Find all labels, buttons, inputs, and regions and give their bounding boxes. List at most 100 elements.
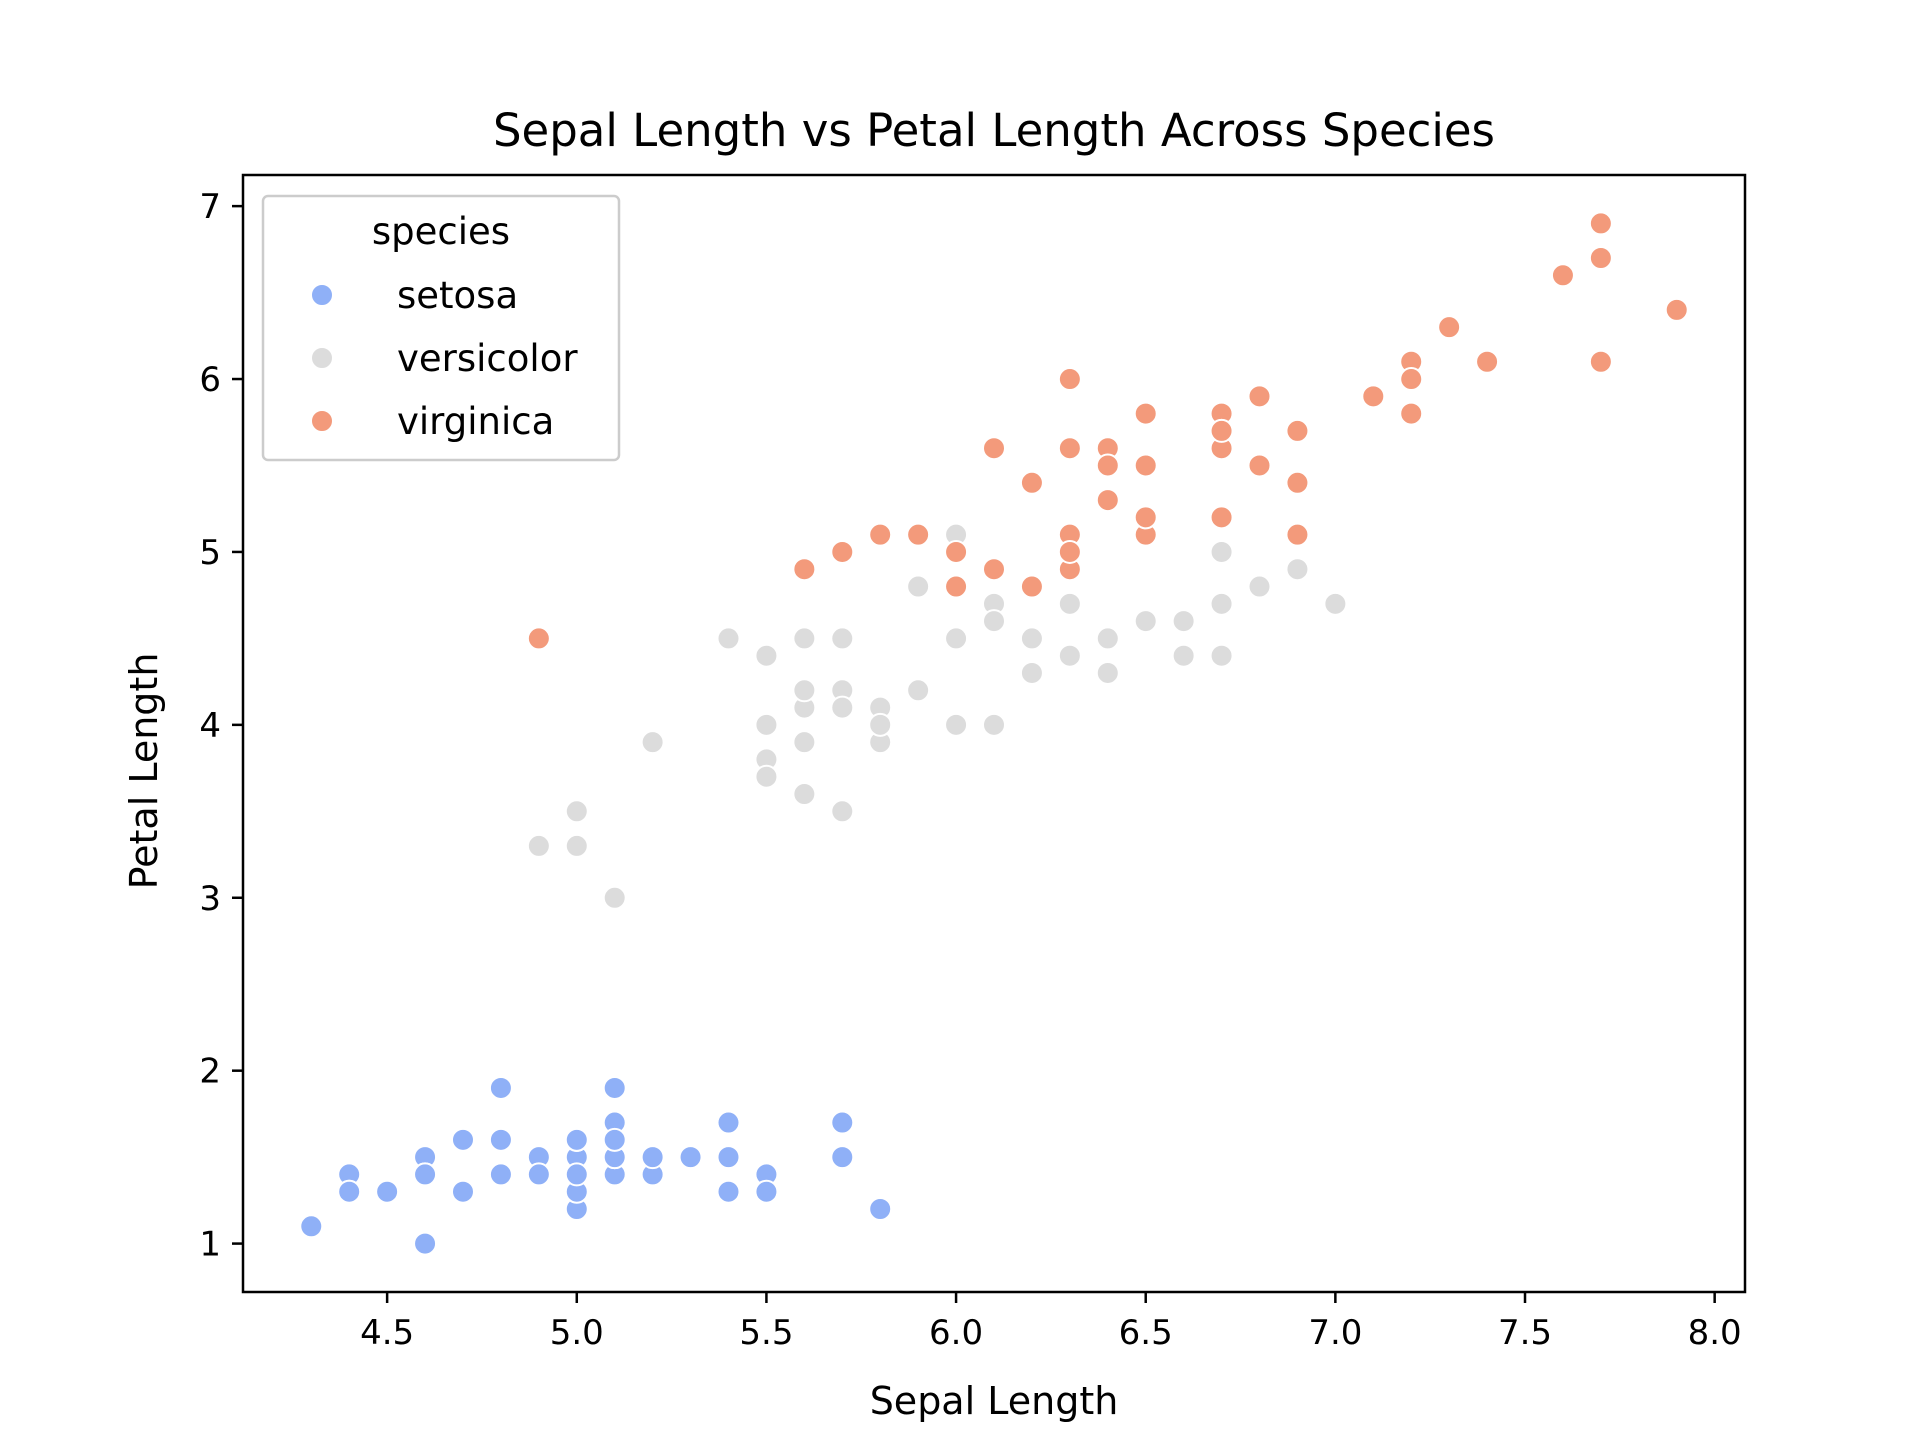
data-point-versicolor — [1209, 539, 1234, 564]
data-point-versicolor — [944, 626, 969, 651]
data-point-versicolor — [1209, 643, 1234, 668]
data-point-versicolor — [754, 764, 779, 789]
data-point-versicolor — [830, 626, 855, 651]
data-point-versicolor — [1057, 591, 1082, 616]
data-point-virginica — [1588, 349, 1613, 374]
data-point-setosa — [488, 1127, 513, 1152]
data-point-virginica — [982, 557, 1006, 582]
legend: species setosa versicolor virginica — [261, 194, 621, 462]
data-point-setosa — [488, 1162, 513, 1187]
y-tick-label: 7 — [199, 187, 221, 227]
data-point-virginica — [1133, 505, 1158, 530]
data-point-versicolor — [716, 626, 741, 651]
data-point-versicolor — [754, 643, 779, 668]
data-point-setosa — [716, 1110, 741, 1135]
data-point-versicolor — [906, 678, 931, 703]
data-point-versicolor — [1095, 626, 1120, 651]
data-point-versicolor — [792, 730, 817, 755]
data-point-virginica — [1057, 539, 1082, 564]
data-point-versicolor — [830, 799, 855, 824]
data-point-virginica — [1209, 418, 1234, 443]
data-point-virginica — [1550, 263, 1575, 288]
data-point-setosa — [450, 1127, 475, 1152]
x-axis-label: Sepal Length — [870, 1379, 1119, 1423]
plot-area — [241, 173, 1747, 1294]
data-point-virginica — [1095, 453, 1120, 478]
data-point-versicolor — [1285, 557, 1310, 582]
data-point-versicolor — [640, 730, 665, 755]
data-point-setosa — [450, 1179, 475, 1204]
data-point-versicolor — [792, 678, 817, 703]
data-point-virginica — [944, 574, 969, 599]
data-point-versicolor — [1209, 591, 1234, 616]
data-point-virginica — [944, 539, 969, 564]
legend-marker-versicolor — [310, 346, 334, 370]
data-point-setosa — [488, 1075, 513, 1100]
x-tick-label: 8.0 — [1688, 1313, 1742, 1353]
data-point-virginica — [1209, 505, 1234, 530]
data-point-setosa — [413, 1162, 438, 1187]
data-point-virginica — [1285, 522, 1310, 547]
x-tick-label: 5.5 — [739, 1313, 793, 1353]
data-point-setosa — [564, 1162, 589, 1187]
y-axis-label: Petal Length — [122, 653, 166, 890]
legend-marker-setosa — [310, 283, 334, 307]
data-point-versicolor — [1057, 643, 1082, 668]
data-point-virginica — [1588, 245, 1613, 270]
y-tick-label: 6 — [199, 360, 221, 400]
data-point-virginica — [1361, 384, 1386, 409]
data-point-setosa — [716, 1145, 741, 1170]
data-point-virginica — [982, 436, 1006, 461]
data-point-virginica — [792, 557, 817, 582]
data-point-setosa — [830, 1110, 855, 1135]
data-point-virginica — [1664, 297, 1689, 322]
data-point-versicolor — [1171, 643, 1196, 668]
data-point-virginica — [1133, 453, 1158, 478]
data-point-versicolor — [792, 626, 817, 651]
data-point-setosa — [337, 1179, 362, 1204]
x-axis: 4.5 5.0 5.5 6.0 6.5 7.0 7.5 8.0 — [360, 1292, 1742, 1353]
data-point-virginica — [1057, 436, 1082, 461]
legend-marker-virginica — [310, 409, 334, 433]
data-point-versicolor — [944, 712, 969, 737]
data-point-virginica — [868, 522, 893, 547]
data-point-versicolor — [564, 799, 589, 824]
data-point-virginica — [1247, 453, 1272, 478]
x-tick-label: 7.0 — [1308, 1313, 1362, 1353]
data-point-virginica — [1588, 211, 1613, 236]
data-point-versicolor — [754, 712, 779, 737]
data-point-setosa — [526, 1162, 551, 1187]
plot-frame — [241, 173, 1747, 1294]
series-versicolor — [526, 522, 1348, 910]
x-tick-label: 6.5 — [1119, 1313, 1173, 1353]
data-point-virginica — [1437, 315, 1462, 340]
data-point-versicolor — [982, 712, 1006, 737]
legend-title: species — [372, 210, 510, 253]
series-virginica — [526, 211, 1689, 651]
data-point-virginica — [906, 522, 931, 547]
y-tick-label: 1 — [199, 1225, 221, 1265]
legend-label-versicolor: versicolor — [397, 337, 578, 380]
data-point-versicolor — [868, 712, 893, 737]
legend-label-virginica: virginica — [397, 400, 554, 443]
data-point-virginica — [830, 539, 855, 564]
chart-title: Sepal Length vs Petal Length Across Spec… — [493, 104, 1495, 157]
data-point-virginica — [1019, 574, 1044, 599]
data-point-versicolor — [1323, 591, 1348, 616]
data-point-versicolor — [906, 574, 931, 599]
data-point-setosa — [640, 1145, 665, 1170]
y-tick-label: 5 — [199, 533, 221, 573]
data-point-virginica — [1285, 418, 1310, 443]
data-point-virginica — [1247, 384, 1272, 409]
data-point-setosa — [299, 1214, 324, 1239]
y-tick-label: 3 — [199, 879, 221, 919]
data-point-virginica — [1285, 470, 1310, 495]
data-point-virginica — [1399, 367, 1424, 392]
data-point-setosa — [830, 1145, 855, 1170]
data-point-virginica — [1399, 401, 1424, 426]
data-point-setosa — [754, 1179, 779, 1204]
legend-label-setosa: setosa — [397, 274, 518, 317]
data-point-setosa — [602, 1075, 627, 1100]
data-point-versicolor — [1247, 574, 1272, 599]
data-point-versicolor — [564, 833, 589, 858]
